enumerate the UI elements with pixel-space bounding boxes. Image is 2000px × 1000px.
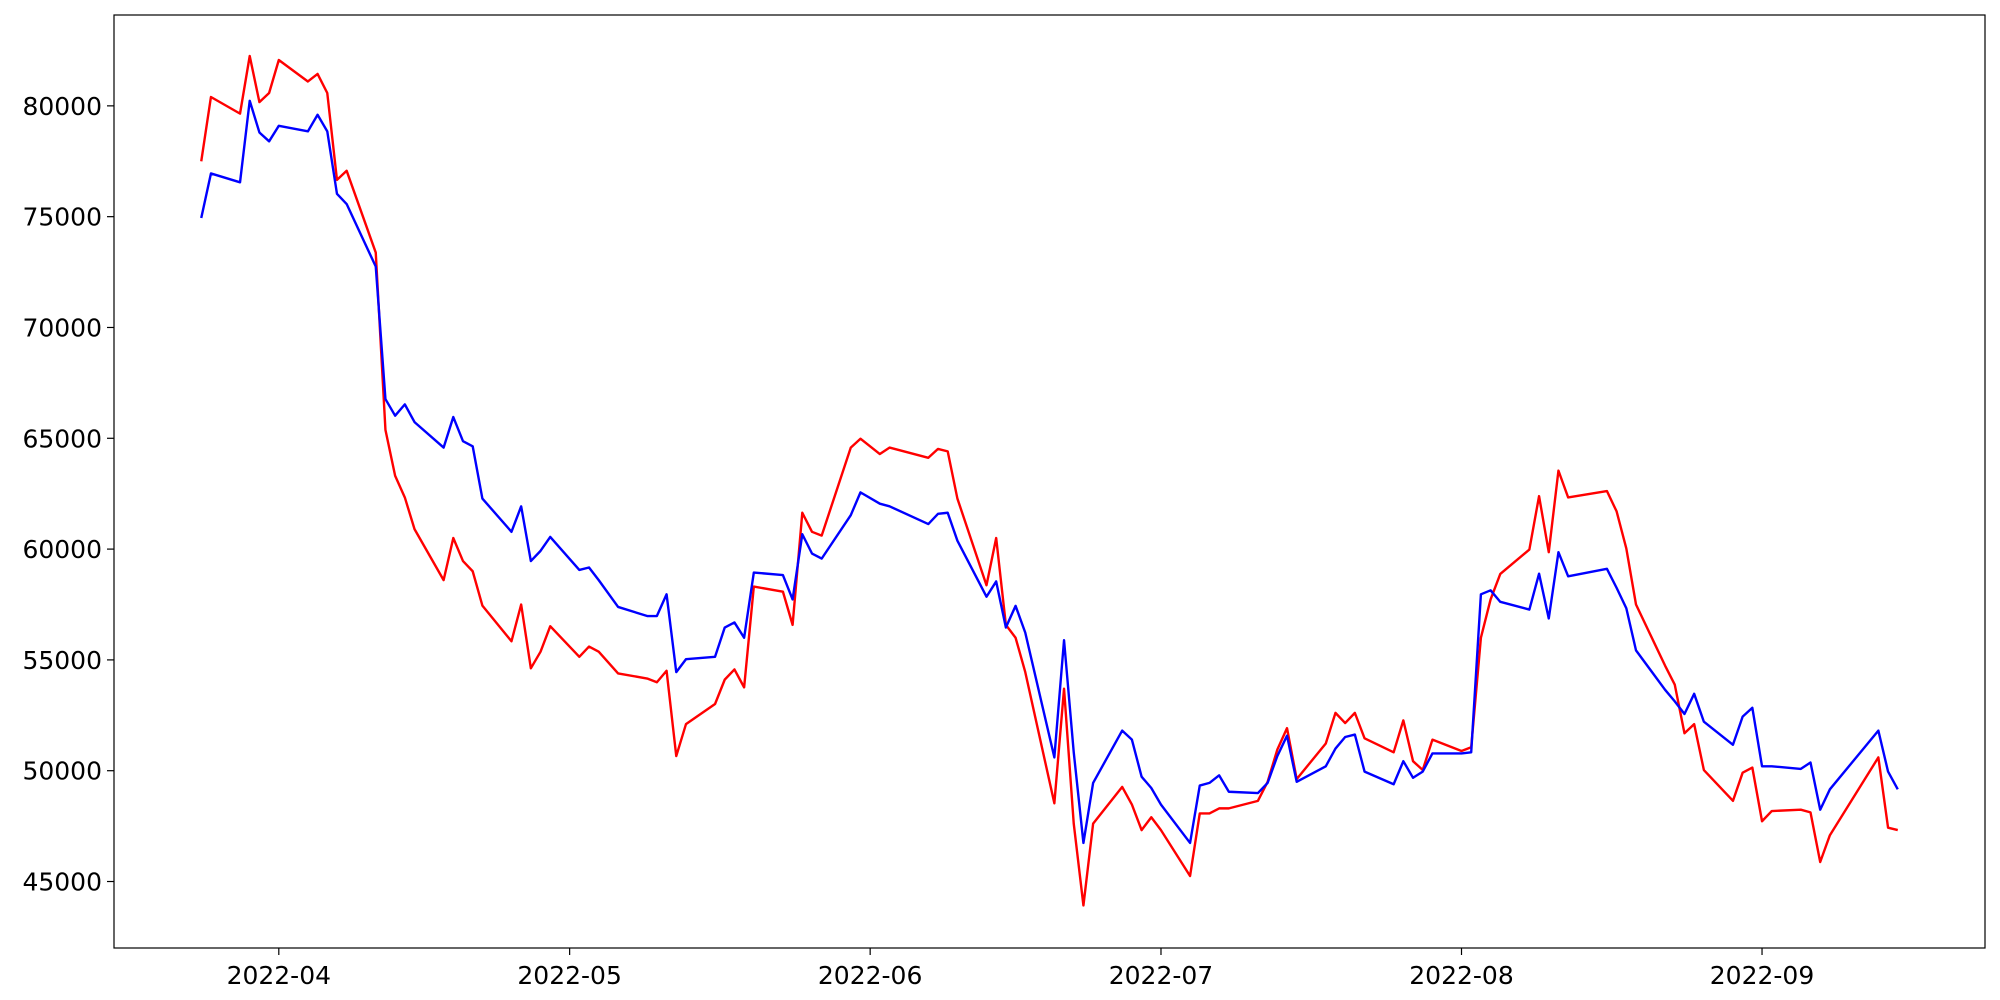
x-tick-label: 2022-08 <box>1409 961 1513 990</box>
x-tick-label: 2022-05 <box>517 961 621 990</box>
series-line <box>200 54 1899 907</box>
y-tick-label: 80000 <box>22 92 102 121</box>
y-tick-label: 55000 <box>22 646 102 675</box>
plot-frame <box>113 14 1986 949</box>
y-tick-label: 75000 <box>22 203 102 232</box>
x-tick-label: 2022-04 <box>227 961 331 990</box>
y-tick-label: 45000 <box>22 868 102 897</box>
y-tick-label: 50000 <box>22 757 102 786</box>
y-tick-label: 70000 <box>22 313 102 342</box>
x-tick-label: 2022-07 <box>1109 961 1213 990</box>
y-tick-label: 65000 <box>22 424 102 453</box>
series-line <box>200 99 1899 845</box>
x-tick-label: 2022-09 <box>1710 961 1814 990</box>
y-tick-label: 60000 <box>22 535 102 564</box>
x-tick-label: 2022-06 <box>818 961 922 990</box>
